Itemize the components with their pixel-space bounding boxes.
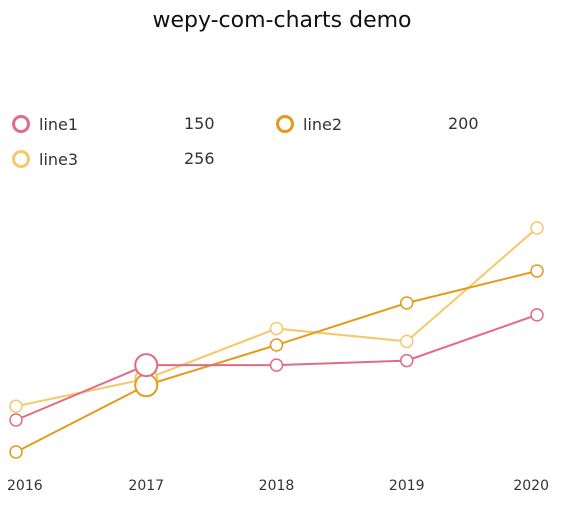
- x-tick-label-2019: 2019: [389, 478, 425, 494]
- legend-label-line3: line3: [39, 149, 79, 169]
- data-point-line1-2020[interactable]: [530, 308, 544, 322]
- data-point-line3-2020[interactable]: [530, 221, 544, 235]
- series-line-line3: [15, 227, 538, 408]
- data-point-line1-2017[interactable]: [134, 353, 159, 378]
- legend-label-line1: line1: [39, 114, 79, 134]
- data-point-line3-2016[interactable]: [9, 399, 23, 414]
- data-point-line1-2018[interactable]: [269, 358, 284, 372]
- legend-item-line3[interactable]: line3: [12, 147, 78, 171]
- x-tick-label-2020: 2020: [513, 478, 549, 494]
- legend-label-line2: line2: [303, 114, 343, 134]
- legend-value-line2: 200: [448, 114, 479, 133]
- data-point-line2-2018[interactable]: [269, 338, 284, 352]
- x-tick-label-2018: 2018: [259, 478, 295, 494]
- legend: line1 150 line2 200 line3 256: [0, 112, 564, 172]
- data-point-line2-2016[interactable]: [9, 445, 23, 459]
- legend-item-line2[interactable]: line2: [276, 112, 342, 136]
- legend-swatch-line2: [276, 115, 294, 133]
- legend-value-line1: 150: [184, 114, 215, 133]
- data-point-line2-2019[interactable]: [400, 296, 414, 310]
- data-point-line1-2016[interactable]: [9, 413, 23, 427]
- x-tick-label-2016: 2016: [7, 478, 43, 494]
- data-point-line2-2017[interactable]: [134, 373, 159, 398]
- data-point-line3-2018[interactable]: [269, 321, 284, 336]
- data-point-line3-2019[interactable]: [400, 334, 414, 349]
- data-point-line1-2019[interactable]: [400, 353, 414, 368]
- x-tick-label-2017: 2017: [128, 478, 164, 494]
- data-point-line2-2020[interactable]: [530, 264, 544, 278]
- legend-value-line3: 256: [184, 149, 215, 168]
- chart-title: wepy-com-charts demo: [152, 8, 412, 33]
- legend-swatch-line3: [12, 150, 30, 168]
- legend-item-line1[interactable]: line1: [12, 112, 78, 136]
- legend-swatch-line1: [12, 115, 30, 133]
